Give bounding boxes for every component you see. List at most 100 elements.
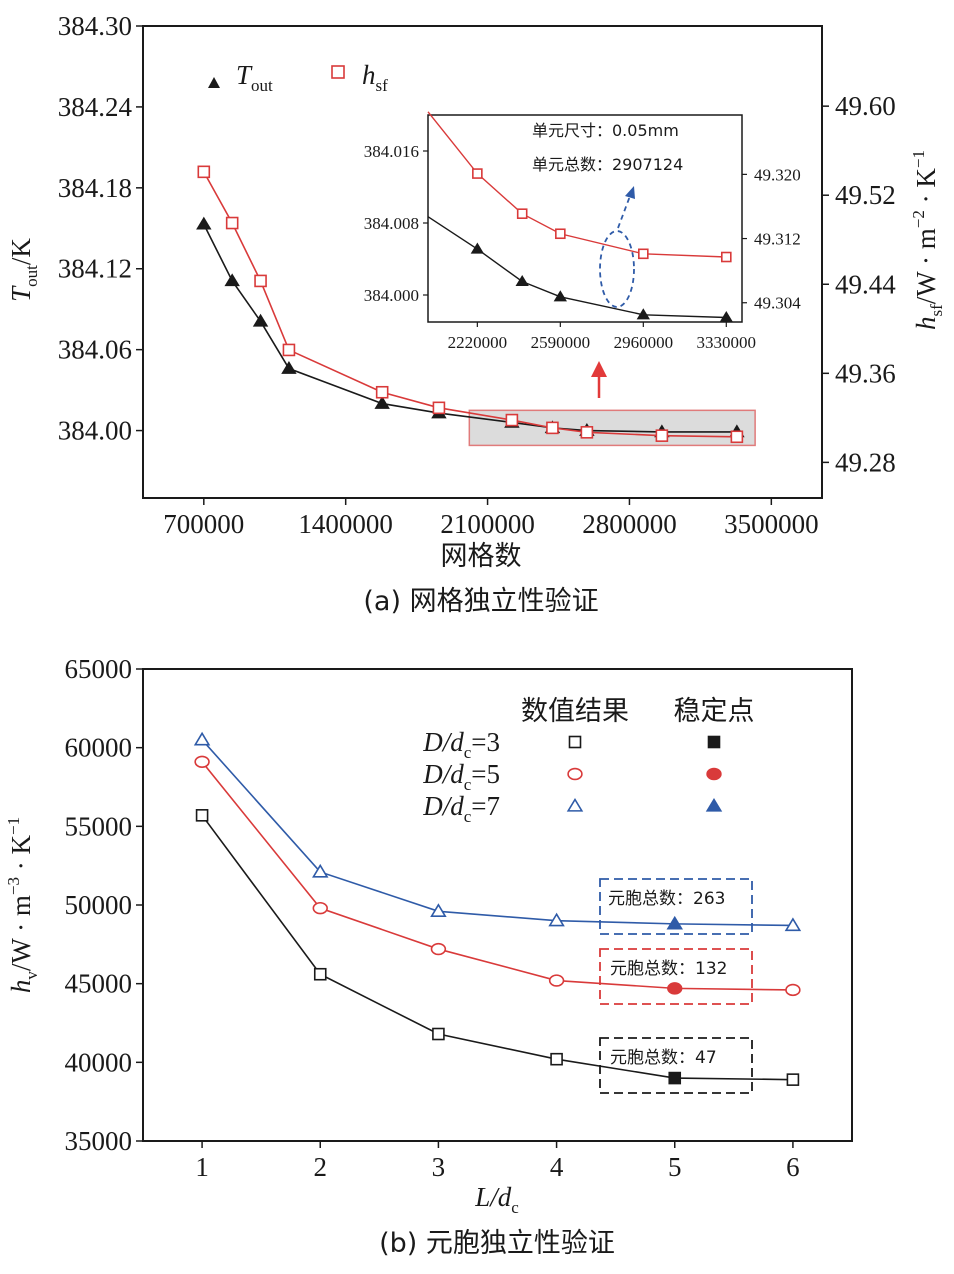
series-line-b (201, 814, 793, 1081)
marker-tout (374, 396, 390, 409)
inset-marker-hsf (638, 248, 649, 260)
legend-marker-open (568, 735, 582, 749)
stable-box-label: 元胞总数：47 (610, 1048, 717, 1068)
marker-hsf (225, 216, 239, 230)
inset-y-right-tick-label: 49.320 (754, 165, 801, 184)
inset-marker-tout (553, 290, 567, 302)
y-left-tick-label: 384.24 (58, 92, 133, 122)
legend-marker-filled (706, 767, 722, 781)
ellipse-pointer-line (617, 195, 631, 229)
inset-y-right-tick-label: 49.312 (754, 230, 801, 249)
legend-label-hsf: hsf (362, 60, 388, 95)
x-tick-label-b: 6 (786, 1152, 800, 1182)
axis-ticks: 700000 1400000 2100000 2800000 3500000 384.00… (58, 11, 897, 539)
inset-marker-tout (470, 242, 485, 254)
marker-triangle (312, 863, 329, 878)
inset-marker-hsf (516, 208, 528, 219)
ellipse-pointer-arrowhead (625, 186, 635, 199)
y-left-tick-label: 384.06 (58, 335, 132, 365)
inset-y-right-tick-label: 49.304 (754, 294, 801, 313)
marker-hsf (282, 343, 296, 357)
marker-hsf (546, 421, 559, 435)
inset-frame (427, 114, 743, 323)
x-tick-label: 2800000 (582, 509, 677, 539)
inset-marker-hsf (720, 251, 732, 263)
y-tick-label-b: 65000 (65, 654, 133, 684)
inset-y-left-tick-label: 384.008 (364, 214, 419, 233)
series-layer (196, 165, 745, 444)
marker-hsf (580, 426, 594, 439)
inset-marker-tout (515, 274, 529, 287)
y-axis-right-label: hsf/W · m−2 · K−1 (909, 150, 946, 330)
legend-b: 数值结果 稳定点 D/dc=3D/dc=5D/dc=7 (422, 696, 754, 826)
marker-square (195, 809, 209, 822)
marker-square (786, 1073, 800, 1086)
inset-x-tick-label: 2220000 (448, 333, 508, 352)
y-tick-label-b: 40000 (65, 1047, 133, 1077)
y-axis-left-label: Tout/K (6, 238, 41, 302)
marker-triangle (784, 917, 802, 932)
marker-hsf (505, 413, 519, 427)
marker-square (550, 1052, 563, 1066)
x-tick-label: 2100000 (440, 509, 535, 539)
marker-triangle (430, 903, 447, 917)
inset-line-T_out (427, 216, 727, 319)
marker-hsf (730, 430, 744, 444)
y-right-tick-label: 49.28 (835, 447, 896, 477)
panel-b-caption: (b) 元胞独立性验证 (379, 1228, 615, 1259)
legend-marker-open (567, 767, 583, 781)
inset-marker-hsf (555, 228, 566, 240)
stable-point-ellipse (599, 230, 635, 308)
series-line-b (201, 739, 793, 927)
marker-circle (667, 982, 683, 995)
x-tick-label-b: 4 (550, 1152, 564, 1182)
legend-marker-tout (208, 77, 220, 88)
x-tick-label: 700000 (163, 509, 244, 539)
stable-box-2 (599, 948, 753, 1005)
y-right-tick-label: 49.60 (835, 91, 896, 121)
marker-hsf (197, 165, 211, 179)
legend-header-numeric: 数值结果 (521, 696, 629, 727)
stable-boxes: 元胞总数：47 元胞总数：132 元胞总数：263 (599, 878, 753, 1094)
plot-area-frame (142, 25, 823, 499)
marker-triangle (548, 912, 565, 927)
stable-box-label: 元胞总数：132 (610, 959, 727, 979)
zoom-inset: 2220000 2590000 2960000 3330000 384.000 384.0… (364, 111, 801, 352)
inset-marker-tout (719, 310, 733, 323)
marker-hsf (254, 274, 267, 288)
y-tick-label-b: 35000 (65, 1126, 133, 1156)
legend: Tout hsf (208, 60, 388, 95)
y-tick-label-b: 45000 (65, 969, 133, 999)
inset-y-left-tick-label: 384.000 (364, 286, 419, 305)
legend-marker-filled (707, 735, 721, 749)
inset-y-left-tick-label: 384.016 (364, 142, 419, 161)
marker-tout (252, 313, 269, 327)
legend-marker-open (566, 797, 584, 812)
y-axis-label-b: hv/W · m−3 · K−1 (4, 817, 41, 993)
axis-ticks-b: 1 2 3 4 5 6 35000 40000 45000 50000 55000 60000 6500… (65, 654, 800, 1182)
marker-triangle (193, 731, 211, 746)
inset-series-layer (427, 111, 733, 323)
series-line-b (201, 761, 793, 991)
marker-circle (430, 942, 447, 956)
marker-hsf (375, 385, 389, 399)
inset-marker-hsf (472, 168, 483, 179)
x-axis-label-b: L/dc (474, 1182, 519, 1217)
y-tick-label-b: 55000 (65, 811, 133, 841)
series-layer-b (193, 731, 802, 1086)
y-right-tick-label: 49.52 (835, 180, 896, 210)
stable-box-label: 元胞总数：263 (608, 889, 725, 909)
panel-a-caption: (a) 网格独立性验证 (363, 586, 598, 617)
inset-marker-tout (636, 308, 650, 320)
inset-x-tick-label: 2960000 (614, 333, 674, 352)
inset-x-tick-label: 3330000 (697, 333, 757, 352)
inset-line-h_sf (427, 111, 727, 258)
legend-label-b: D/dc=5 (422, 759, 500, 794)
marker-tout (196, 216, 212, 230)
legend-label-b: D/dc=7 (422, 791, 500, 826)
y-left-tick-label: 384.00 (58, 416, 132, 446)
legend-label-b: D/dc=3 (422, 727, 500, 762)
x-axis-label: 网格数 (441, 541, 522, 572)
legend-marker-filled (705, 797, 723, 812)
